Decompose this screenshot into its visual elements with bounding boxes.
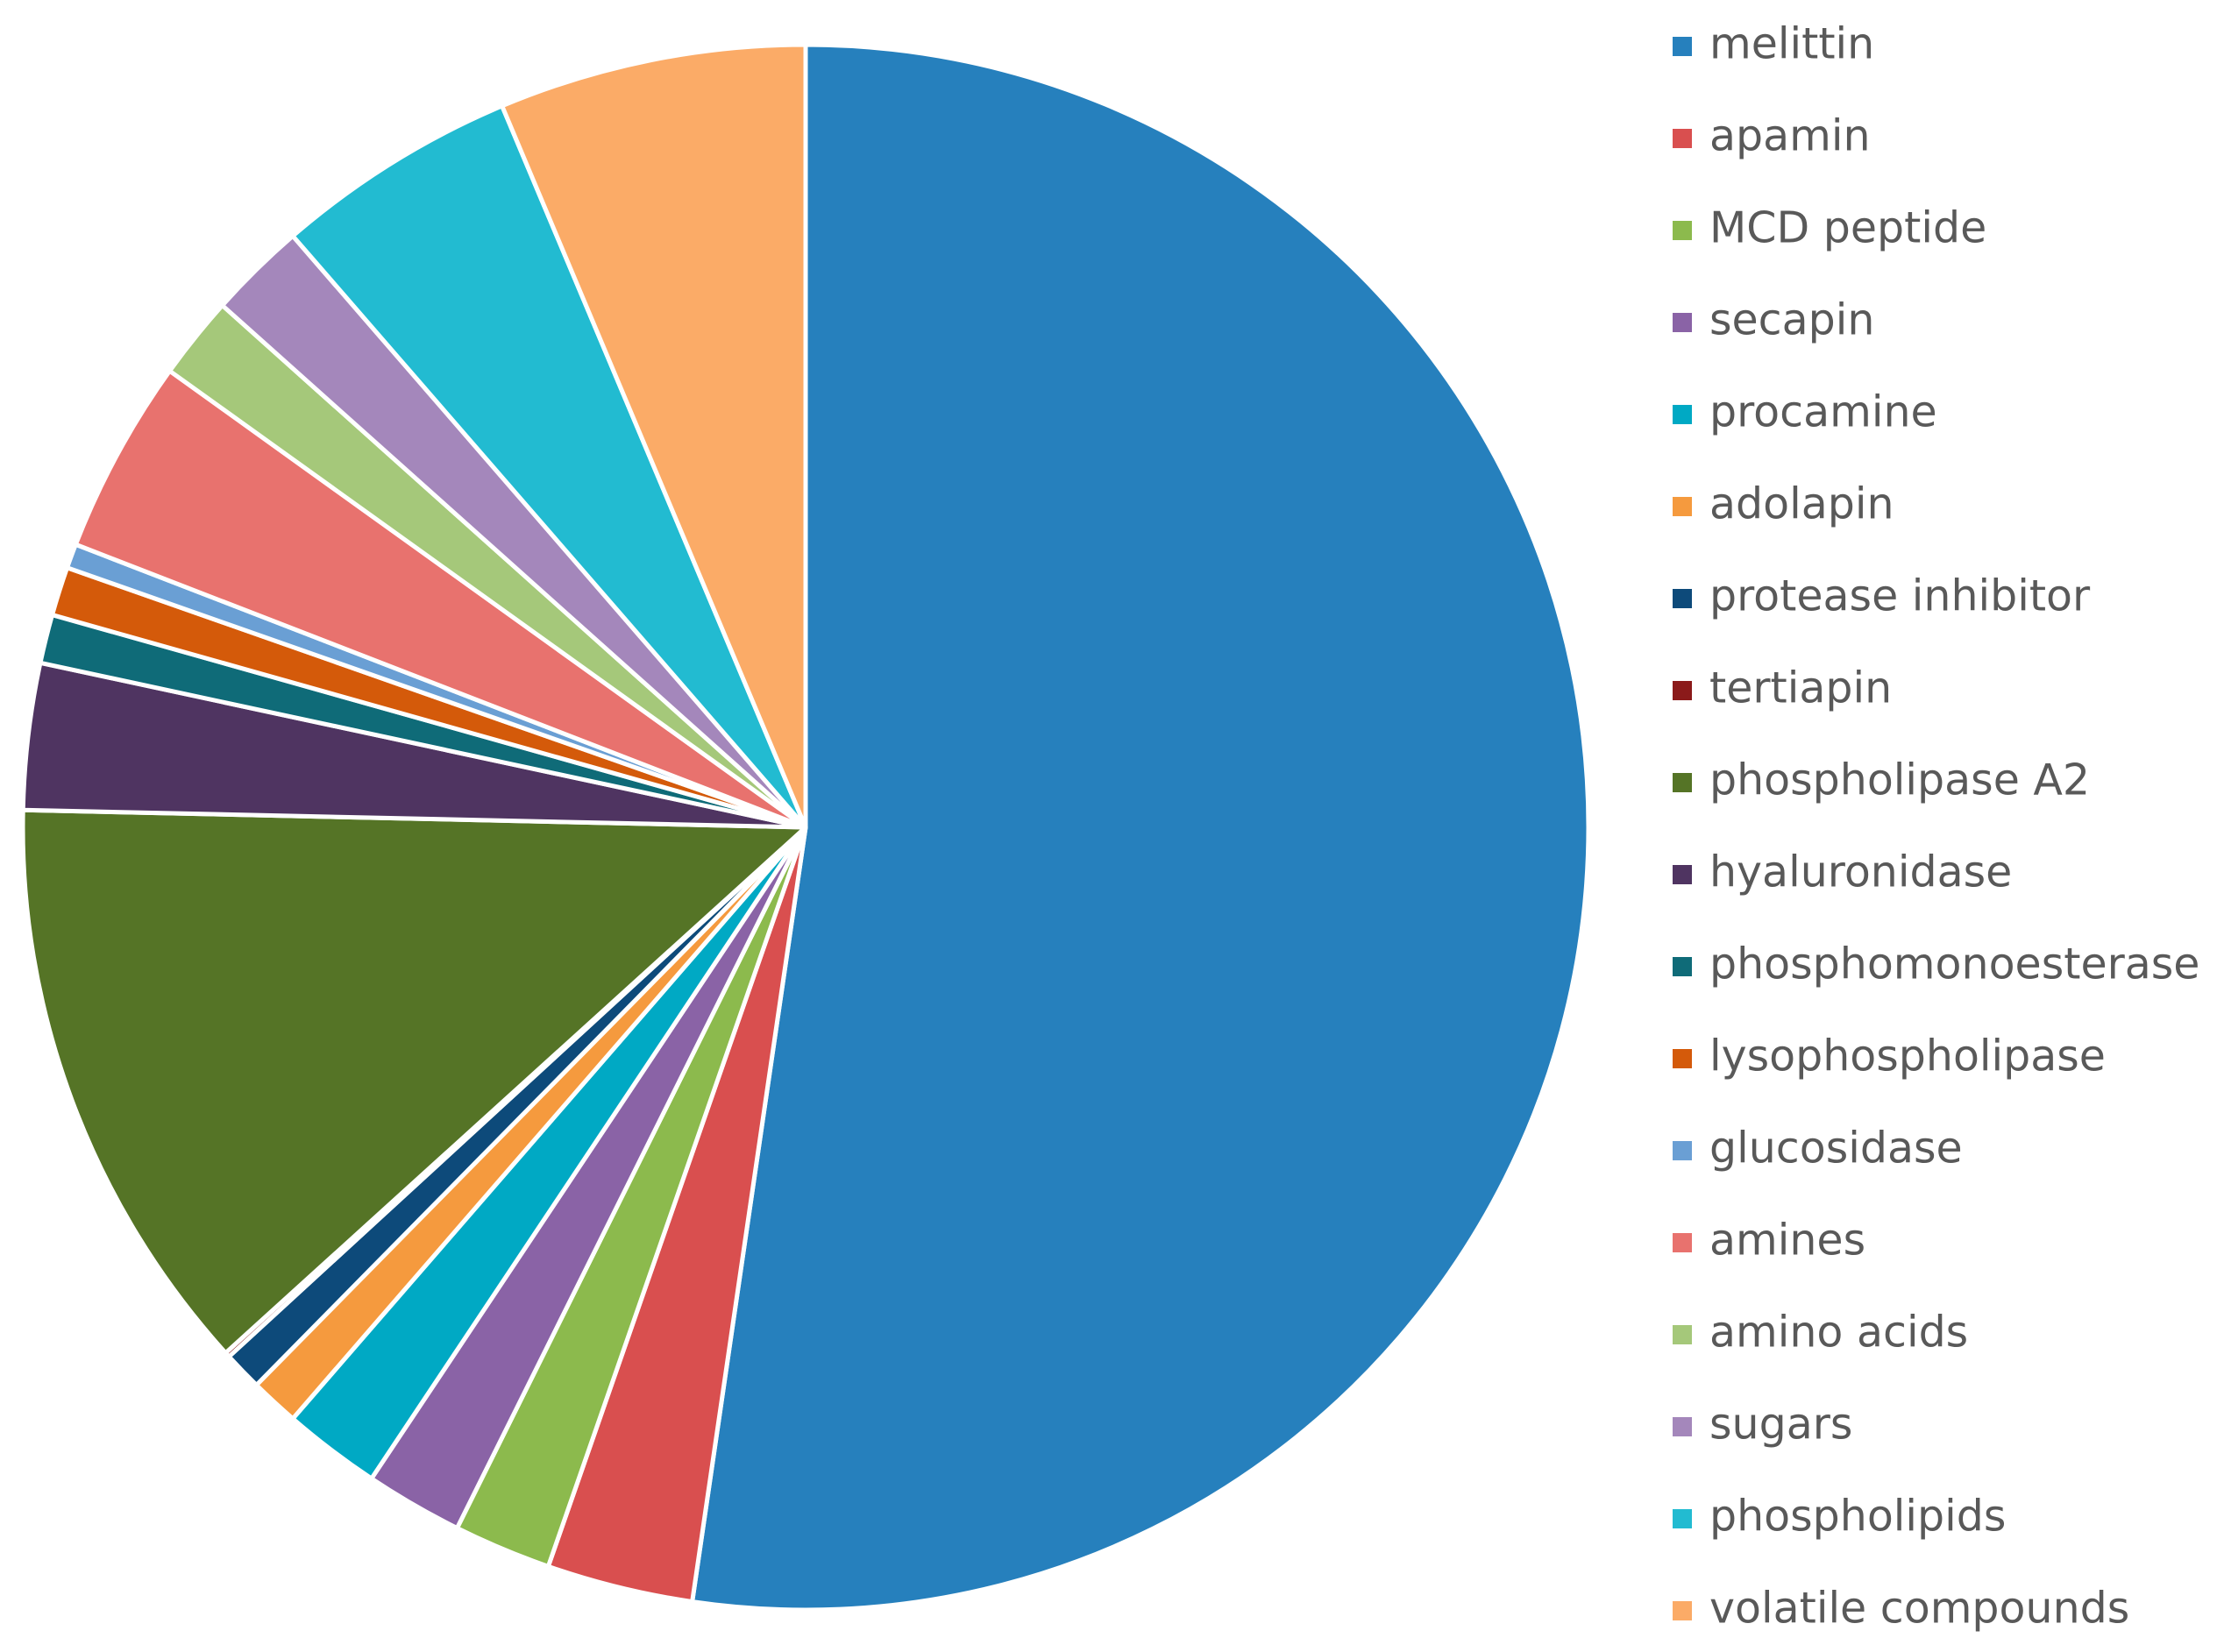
pie-slice — [690, 42, 1591, 1613]
legend-swatch — [1673, 313, 1692, 332]
legend-label: sugars — [1709, 1400, 1852, 1450]
legend-label: volatile compounds — [1709, 1584, 2129, 1634]
legend-label: glucosidase — [1709, 1124, 1963, 1173]
legend-swatch — [1673, 1049, 1692, 1068]
legend-swatch — [1673, 589, 1692, 608]
legend-label: lysophospholipase — [1709, 1032, 2106, 1081]
legend-swatch — [1673, 1601, 1692, 1620]
legend-swatch — [1673, 129, 1692, 148]
pie-slice — [20, 807, 808, 1356]
legend-label: melittin — [1709, 19, 1874, 69]
legend-label: secapin — [1709, 295, 1874, 345]
legend-swatch — [1673, 865, 1692, 884]
legend-swatch — [1673, 773, 1692, 792]
legend-label: adolapin — [1709, 479, 1894, 529]
legend-swatch — [1673, 1233, 1692, 1252]
legend-label: MCD peptide — [1709, 203, 1986, 253]
pie-slice — [290, 103, 808, 830]
legend-label: amino acids — [1709, 1308, 1968, 1358]
legend-label: apamin — [1709, 111, 1871, 161]
legend-swatch — [1673, 1417, 1692, 1436]
legend-label: procamine — [1709, 387, 1937, 437]
legend-swatch — [1673, 1509, 1692, 1528]
legend-label: protease inhibitor — [1709, 571, 2091, 621]
legend-label: hyaluronidase — [1709, 847, 2012, 897]
legend-label: phospholipase A2 — [1709, 755, 2090, 805]
legend-swatch — [1673, 681, 1692, 700]
legend-swatch — [1673, 1325, 1692, 1344]
legend-swatch — [1673, 405, 1692, 424]
legend-label: phosphomonoesterase — [1709, 939, 2199, 989]
legend-swatch — [1673, 957, 1692, 976]
legend-label: amines — [1709, 1216, 1865, 1266]
pie-slice — [73, 368, 808, 830]
legend-swatch — [1673, 497, 1692, 516]
legend-swatch — [1673, 37, 1692, 56]
legend-swatch — [1673, 221, 1692, 240]
pie-slice — [500, 42, 808, 830]
legend-label: phospholipids — [1709, 1492, 2006, 1542]
legend-label: tertiapin — [1709, 663, 1892, 713]
legend-swatch — [1673, 1141, 1692, 1160]
